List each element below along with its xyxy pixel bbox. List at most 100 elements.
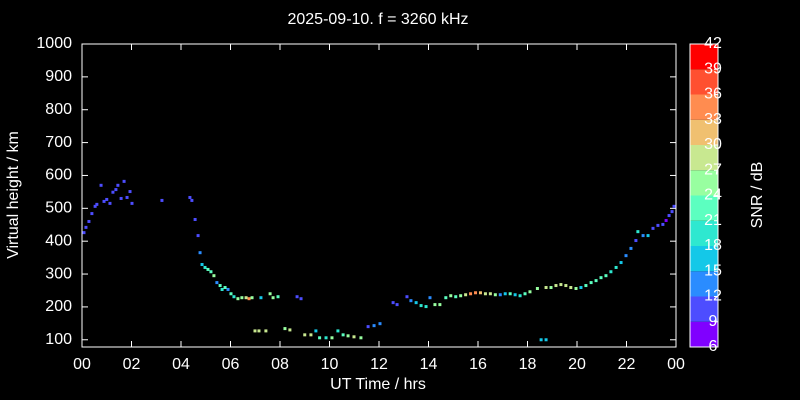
point [206,267,210,271]
colorbar-tick-label: 36 [704,86,722,103]
point [672,204,676,208]
y-tick-label: 700 [45,134,72,151]
point [198,251,202,255]
point [508,292,512,296]
point [428,296,432,300]
point [303,333,307,337]
colorbar-tick-label: 24 [704,187,722,204]
point [559,283,563,287]
point [226,287,230,291]
point [651,226,655,230]
colorbar-bin [690,271,718,297]
point [518,294,522,298]
colorbar-tick-label: 6 [709,338,718,355]
point [220,287,224,291]
x-tick-label: 16 [469,356,487,373]
point [535,287,539,291]
point [433,303,437,307]
point [93,204,97,208]
point [544,338,548,342]
y-tick-label: 400 [45,232,72,249]
point [190,198,194,202]
point [629,246,633,250]
point [299,297,303,301]
x-tick-label: 18 [519,356,537,373]
y-tick-label: 300 [45,265,72,282]
point [271,296,275,300]
point [324,336,328,340]
point [108,201,112,205]
colorbar-bin [690,296,718,322]
point [634,239,638,243]
point [276,295,280,299]
colorbar-tick-label: 12 [704,288,722,305]
point [318,336,322,340]
point [244,296,248,300]
point [359,336,363,340]
point [119,196,123,200]
point [87,219,91,223]
point [554,284,558,288]
x-tick-label: 08 [271,356,289,373]
point [503,292,507,296]
colorbar-bin [690,44,718,70]
point [523,292,527,296]
y-axis-label: Virtual height / km [5,131,22,259]
x-tick-label: 06 [222,356,240,373]
colorbar-tick-label: 21 [704,212,722,229]
point [641,234,645,238]
point [130,201,134,205]
point [128,190,132,194]
point [614,265,618,269]
point [405,295,409,299]
colorbar-bin [690,94,718,120]
x-tick-label: 14 [420,356,438,373]
colorbar-bin [690,321,718,347]
point [569,286,573,290]
point [488,292,492,296]
colorbar-bin [690,246,718,272]
point [661,222,665,226]
point [102,199,106,203]
point [114,188,118,192]
point [283,327,287,331]
point [352,335,356,339]
y-tick-label: 1000 [36,35,72,52]
x-tick-label: 22 [618,356,636,373]
colorbar-bin [690,119,718,145]
point [449,294,453,298]
y-tick-label: 500 [45,200,72,217]
point [646,234,650,238]
x-tick-label: 20 [568,356,586,373]
point [474,291,478,295]
point [391,301,395,305]
colorbar-bin [690,145,718,171]
x-tick-label: 00 [667,356,685,373]
point [346,334,350,338]
point [667,214,671,218]
point [240,296,244,300]
y-tick-label: 200 [45,298,72,315]
y-tick-label: 600 [45,167,72,184]
point [236,297,240,301]
point [493,293,497,297]
point [196,234,200,238]
point [215,281,219,285]
x-tick-label: 04 [172,356,190,373]
point [395,303,399,307]
point [544,286,548,290]
colorbar-bin [690,195,718,221]
point [444,296,448,300]
point [664,218,668,222]
point [247,297,251,301]
point [84,225,88,229]
colorbar-tick-label: 18 [704,237,722,254]
colorbar-bin [690,220,718,246]
point [229,292,233,296]
point [609,270,613,274]
point [95,202,99,206]
point [336,329,340,333]
point [589,281,593,285]
point [90,212,94,216]
